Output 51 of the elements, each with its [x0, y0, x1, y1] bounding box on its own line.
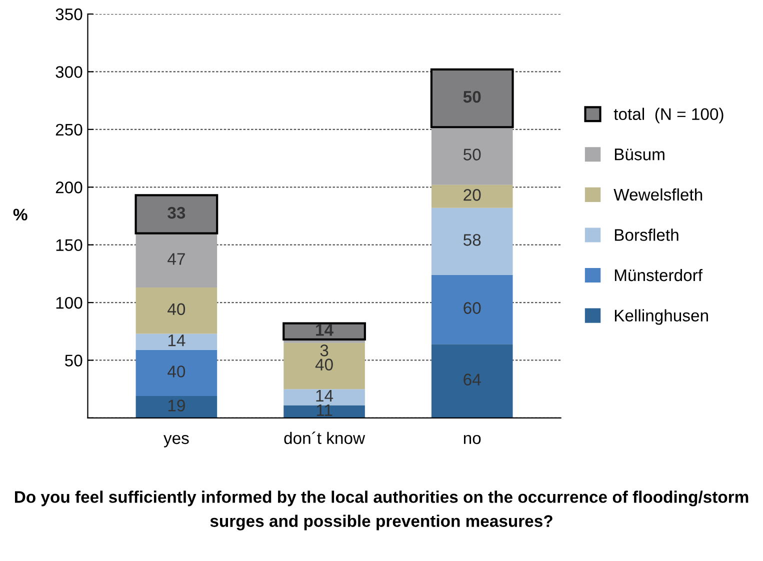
- bar: [136, 288, 218, 334]
- legend-label: total (N = 100): [614, 108, 724, 124]
- bar: [431, 274, 513, 344]
- bar: [136, 396, 218, 418]
- text: Do you feel sufficiently informed by the local authorities on the occurrence of flooding/storm surges and possible prevention measures?: [15, 490, 748, 530]
- data-label: 50: [463, 90, 481, 103]
- bar: [431, 184, 513, 208]
- data-label: 3: [320, 344, 328, 356]
- bar: [136, 334, 218, 350]
- data-label: 64: [464, 374, 481, 386]
- bar: [430, 68, 514, 128]
- data-label: 11: [316, 404, 332, 416]
- bar: [284, 405, 365, 418]
- y-axis-title: %: [13, 208, 28, 220]
- y-tick-label: 300: [56, 66, 82, 78]
- bar: [136, 233, 218, 288]
- x-tick-label: yes: [164, 434, 189, 448]
- data-label: 40: [315, 358, 333, 370]
- y-tick-label: 250: [56, 124, 82, 136]
- bar: [282, 322, 366, 341]
- bar: [431, 344, 513, 418]
- data-label: 19: [168, 400, 185, 412]
- data-label: 50: [464, 148, 481, 160]
- data-label: 40: [168, 303, 186, 316]
- data-label: 33: [168, 206, 186, 219]
- x-tick-label: don´t know: [284, 432, 366, 444]
- y-tick-label: 200: [56, 182, 82, 194]
- legend-label: Kellinghusen: [614, 309, 708, 325]
- legend-label: Münsterdorf: [614, 268, 703, 282]
- bar: [431, 208, 513, 275]
- bar: [134, 194, 218, 234]
- bar: [431, 127, 513, 185]
- data-label: 14: [316, 390, 334, 402]
- legend-label: Borsfleth: [614, 228, 678, 241]
- data-label: 47: [168, 253, 185, 265]
- data-label: 40: [168, 366, 186, 378]
- bar: [284, 389, 365, 406]
- legend-label: Büsum: [614, 148, 664, 160]
- y-tick-label: 350: [56, 8, 82, 20]
- data-label: 14: [316, 324, 334, 336]
- bar: [284, 342, 365, 390]
- data-label: 20: [464, 189, 481, 201]
- y-tick-label: 50: [65, 354, 82, 366]
- x-tick-label: no: [464, 434, 481, 444]
- data-label: 14: [168, 334, 186, 346]
- y-tick-label: 100: [56, 296, 82, 309]
- bar: [136, 350, 218, 396]
- data-label: 58: [464, 234, 481, 246]
- data-label: 60: [464, 302, 481, 314]
- legend-label: Wewelsfleth: [614, 188, 702, 201]
- y-tick-label: 150: [56, 239, 82, 252]
